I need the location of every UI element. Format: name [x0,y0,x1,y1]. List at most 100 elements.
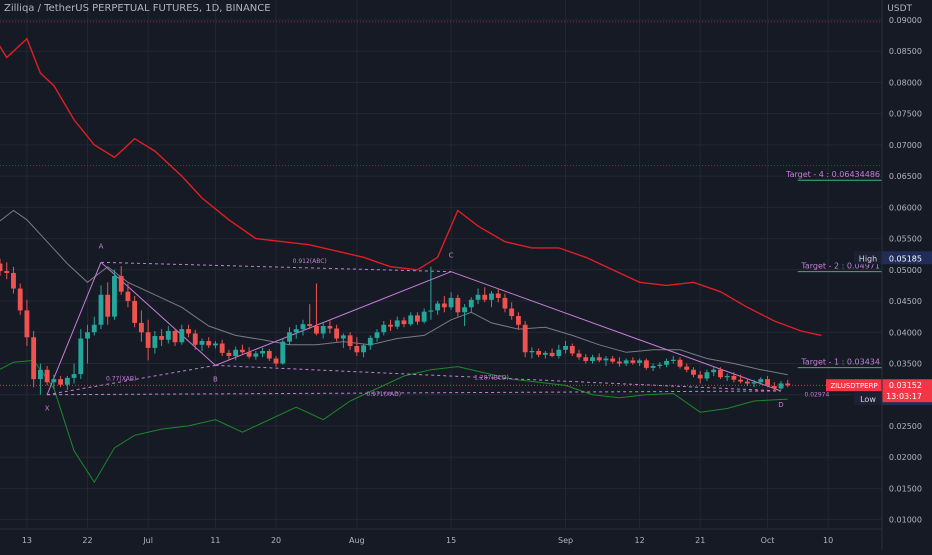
candle [145,319,151,361]
candle-body [408,315,414,325]
bar-countdown: 13:03:17 [886,392,922,401]
candle-body [744,381,750,384]
candle [287,327,292,345]
candle-body [502,297,508,309]
harmonic-pattern [46,261,782,396]
candle [24,299,30,347]
candle [98,285,104,330]
candle [78,329,84,380]
candle-body [711,369,717,373]
candle-body [186,329,191,334]
candle [610,355,616,364]
candle-body [401,320,407,325]
candle [179,324,185,345]
candle [388,319,393,332]
pattern-diag-xb [47,364,216,396]
candle-body [415,315,420,322]
candle [711,366,717,376]
pattern-ratio-label: 0.971(XAD) [366,391,401,398]
candle [125,283,131,308]
level-tag-label: Low [860,395,876,404]
candle-body [516,316,521,325]
candle-body [159,336,165,340]
candle [374,329,380,342]
candle [273,355,279,367]
candle [731,372,737,383]
candle-body [307,324,313,327]
candle [314,283,319,336]
candle [576,349,582,360]
candle-body [44,369,50,383]
candle-body [563,346,568,350]
candle [394,316,400,330]
candle-body [71,374,77,378]
price-tick-label: 0.08500 [889,47,922,56]
time-tick-label: Oct [761,536,775,545]
candle-body [751,382,757,384]
candle [260,347,266,358]
candle [31,331,37,388]
level-tag-label: High [859,254,877,263]
candle [246,347,252,359]
candle-body [246,352,252,357]
price-tick-label: 0.08000 [889,78,922,87]
candle [37,363,43,395]
candle-body [704,372,710,379]
candle [462,304,467,327]
candle-body [98,294,104,325]
candle [536,348,542,358]
price-tick-label: 0.01500 [889,484,922,493]
candle [744,378,750,386]
candle-body [260,351,266,354]
candle [64,375,70,390]
candle [475,288,481,305]
candle [509,302,515,320]
candle-body [771,385,777,389]
candle-body [381,324,387,333]
time-tick-label: 11 [210,536,220,545]
candle-body [576,353,582,358]
candle-body [529,351,535,353]
time-tick-label: Sep [558,536,573,545]
candle [300,319,306,336]
candle-body [677,359,683,367]
candle [401,317,407,328]
time-tick-label: Jul [142,536,153,545]
candle [637,358,643,366]
candle-body [462,307,467,313]
candle [563,341,568,354]
candle [630,357,636,365]
candle-body [630,360,636,363]
candle-body [239,349,245,353]
candle [112,269,117,320]
candle-body [78,338,84,375]
candle [765,375,770,388]
pattern-leg-bc [215,271,452,366]
candle-body [731,375,737,380]
candle [361,343,366,358]
candle-body [670,359,676,361]
candle-body [64,377,70,385]
candle-body [293,329,299,333]
candle-body [778,383,784,389]
candle [118,266,124,295]
candle [132,296,138,328]
candle [556,344,562,359]
candle-body [11,272,16,289]
candle-body [717,369,723,378]
candle [334,324,340,342]
candle-body [226,352,232,356]
candle-body [421,311,427,322]
candle-body [509,308,515,317]
candle-body [37,369,43,380]
candle-body [455,297,461,313]
candle [738,374,744,384]
pattern-ratio-label: 0.912(ABC) [293,258,327,265]
candle-body [428,310,434,312]
candle-body [58,379,64,385]
candle-body [569,346,575,354]
candle-body [213,343,218,346]
candle [542,351,548,359]
